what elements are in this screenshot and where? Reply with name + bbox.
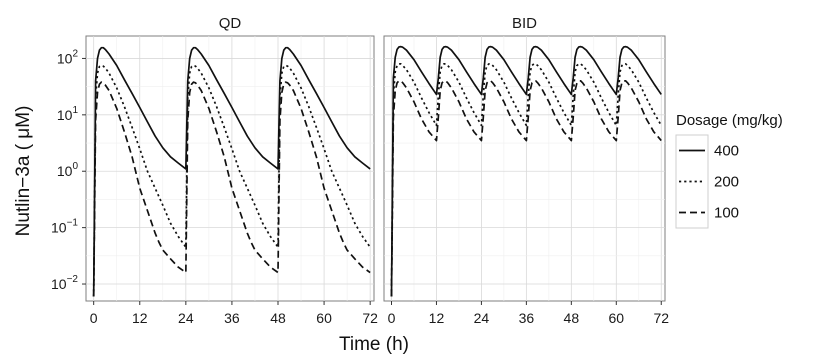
series-line-400 xyxy=(92,46,371,297)
legend: Dosage (mg/kg) 400 200 100 xyxy=(675,112,783,229)
x-tick-label: 36 xyxy=(224,310,240,326)
legend-label-100: 100 xyxy=(714,205,739,222)
x-tick-label: 24 xyxy=(474,310,490,326)
x-tick-label: 12 xyxy=(429,310,445,326)
x-tick-label: 0 xyxy=(388,310,396,326)
y-tick-label: 101 xyxy=(57,105,79,123)
panels: QD 0 12 24 36 48 60 72 102 101 100 10−1 10−2 BID 0 12 24… xyxy=(51,15,669,326)
x-tick-label: 72 xyxy=(653,310,669,326)
x-tick-label: 0 xyxy=(90,310,98,326)
y-tick-label: 102 xyxy=(57,48,79,66)
series-line-100 xyxy=(390,80,662,297)
x-tick-label: 48 xyxy=(270,310,286,326)
series-line-100 xyxy=(92,81,371,297)
panel-background xyxy=(85,35,375,302)
series-line-400 xyxy=(390,45,662,297)
y-tick-label: 10−1 xyxy=(51,218,78,236)
y-tick-label: 10−2 xyxy=(51,274,78,292)
panel-bid: BID 0 12 24 36 48 60 72 xyxy=(383,15,669,326)
y-tick-label: 100 xyxy=(57,161,79,179)
x-tick-label: 72 xyxy=(362,310,378,326)
series-line-200 xyxy=(92,64,371,297)
x-tick-label: 36 xyxy=(519,310,535,326)
legend-title: Dosage (mg/kg) xyxy=(676,112,783,129)
x-tick-label: 24 xyxy=(178,310,194,326)
panel-title: BID xyxy=(512,15,537,32)
x-tick-label: 60 xyxy=(609,310,625,326)
legend-label-400: 400 xyxy=(714,143,739,160)
panel-qd: QD 0 12 24 36 48 60 72 102 101 100 10−1 10−2 xyxy=(51,15,378,326)
x-axis-title: Time (h) xyxy=(339,334,409,355)
x-tick-label: 12 xyxy=(132,310,148,326)
panel-background xyxy=(383,35,666,302)
panel-title: QD xyxy=(219,15,242,32)
x-tick-label: 60 xyxy=(316,310,332,326)
y-axis-title: Nutlin−3a ( μM) xyxy=(13,106,34,237)
series-line-200 xyxy=(390,63,662,297)
legend-label-200: 200 xyxy=(714,174,739,191)
x-tick-label: 48 xyxy=(564,310,580,326)
